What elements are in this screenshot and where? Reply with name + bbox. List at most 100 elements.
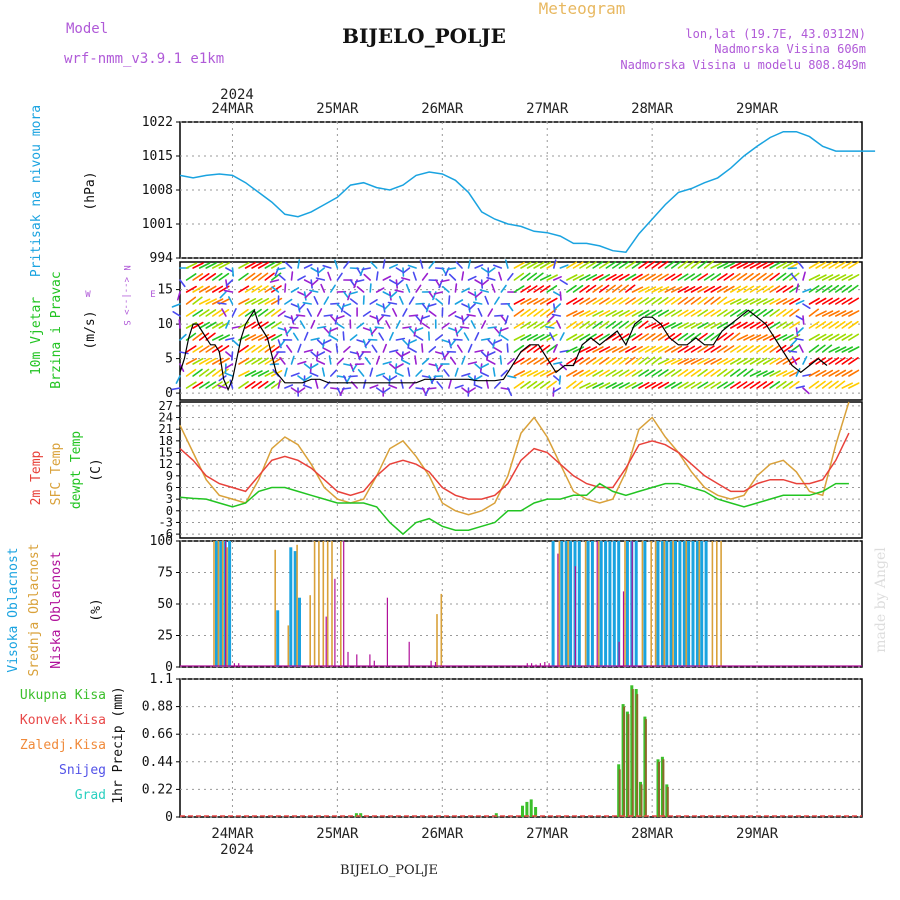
wind-arrow-540 bbox=[498, 271, 503, 281]
precip-ylabel: 1hr Precip (mm) bbox=[111, 686, 126, 803]
wind-arrow-893 bbox=[710, 285, 722, 293]
wind-arrow-118 bbox=[244, 357, 256, 365]
wind-arrow-38 bbox=[198, 321, 210, 329]
wind-arrow-383 bbox=[394, 371, 404, 377]
wind-arrow-792 bbox=[651, 260, 663, 269]
wind-arrow-848 bbox=[684, 273, 696, 281]
ytick-label-1-0: 0 bbox=[165, 386, 173, 401]
wind-arrow-296 bbox=[341, 387, 352, 390]
wind-legend-arrow: <--|--> bbox=[121, 277, 131, 316]
series-pressure-line bbox=[179, 130, 876, 253]
wind-arrow-265 bbox=[336, 272, 343, 281]
wind-arrow-378 bbox=[402, 308, 408, 317]
wind-arrow-969 bbox=[756, 272, 767, 281]
wind-arrow-966 bbox=[749, 370, 762, 377]
wind-arrow-1009 bbox=[775, 357, 788, 365]
wind-arrow-811 bbox=[657, 358, 670, 365]
cloud-bar-high_cloud-15 bbox=[590, 541, 594, 667]
wind-arrow-149 bbox=[264, 333, 276, 341]
wind-arrow-946 bbox=[743, 262, 755, 269]
wind-arrow-914 bbox=[723, 272, 735, 281]
wind-arrow-516 bbox=[473, 384, 483, 389]
wind-arrow-408 bbox=[421, 272, 429, 281]
wind-arrow-606 bbox=[539, 274, 552, 281]
wind-arrow-947 bbox=[743, 272, 754, 281]
wind-arrow-709 bbox=[598, 320, 610, 329]
wind-arrow-354 bbox=[388, 291, 392, 301]
cloud-bar-high_cloud-25 bbox=[656, 541, 660, 667]
wind-arrow-799 bbox=[651, 345, 663, 353]
wind-arrow-270 bbox=[329, 335, 339, 341]
wind-arrow-272 bbox=[336, 357, 344, 365]
x-tick-label-bottom-1: 25MAR bbox=[316, 826, 359, 842]
wind-arrow-601 bbox=[533, 344, 544, 353]
wind-arrow-810 bbox=[657, 345, 670, 353]
precip-bar-precip_total-0 bbox=[354, 813, 358, 817]
wind-arrow-1084 bbox=[821, 333, 834, 341]
wind-arrow-1019 bbox=[782, 344, 794, 353]
watermark: made by Angel bbox=[873, 547, 889, 653]
wind-arrow-365 bbox=[389, 291, 398, 299]
wind-arrow-533 bbox=[493, 327, 501, 335]
wind-arrow-402 bbox=[407, 339, 417, 345]
wind-arrow-867 bbox=[690, 368, 702, 377]
x-tick-label-bottom-5: 29MAR bbox=[736, 826, 779, 842]
wind-arrow-1126 bbox=[848, 310, 860, 317]
wind-arrow-43 bbox=[198, 381, 210, 389]
wind-arrow-328 bbox=[369, 367, 374, 377]
wind-arrow-1073 bbox=[815, 333, 827, 341]
wind-arrow-657 bbox=[566, 357, 577, 365]
precip-legend-frozen: Zaledj.Kisa bbox=[20, 738, 106, 753]
wind-arrow-756 bbox=[625, 356, 636, 365]
wind-arrow-835 bbox=[670, 381, 683, 389]
wind-arrow-722 bbox=[605, 346, 617, 353]
wind-arrow-1069 bbox=[815, 284, 827, 293]
ytick-label-4-0: 0 bbox=[165, 810, 173, 825]
wind-arrow-1104 bbox=[834, 310, 847, 317]
cloud-bar-low_cloud-18 bbox=[544, 662, 546, 667]
wind-arrow-509 bbox=[472, 301, 483, 305]
ytick-label-0-0: 994 bbox=[150, 251, 174, 266]
wind-arrow-987 bbox=[762, 357, 774, 365]
wind-arrow-128 bbox=[251, 344, 262, 353]
wind-arrow-458 bbox=[443, 351, 450, 360]
wind-arrow-541 bbox=[500, 284, 507, 293]
wind-arrow-1041 bbox=[787, 350, 798, 353]
wind-arrow-859 bbox=[690, 273, 702, 281]
wind-arrow-871 bbox=[697, 285, 709, 293]
wind-arrow-185 bbox=[284, 367, 288, 377]
wind-arrow-580 bbox=[520, 357, 532, 365]
ytick-label-4-4: 0.88 bbox=[142, 700, 173, 715]
wind-arrow-901 bbox=[710, 381, 722, 389]
wind-arrow-925 bbox=[729, 272, 741, 281]
wind-arrow-590 bbox=[526, 344, 538, 353]
wind-arrow-1038 bbox=[795, 315, 805, 321]
cloud-bar-mid_cloud-0 bbox=[213, 541, 215, 667]
wind-arrow-851 bbox=[684, 309, 696, 317]
wind-arrow-954 bbox=[743, 357, 755, 365]
cloud-bar-low_cloud-24 bbox=[622, 591, 625, 667]
wind-arrow-123 bbox=[251, 285, 263, 293]
wind-arrow-46 bbox=[205, 285, 217, 293]
wind-arrow-548 bbox=[500, 369, 508, 377]
cloud-bar-low_cloud-21 bbox=[574, 566, 576, 667]
wind-arrow-858 bbox=[690, 260, 702, 269]
wind-arrow-983 bbox=[762, 308, 774, 317]
wind-arrow-1083 bbox=[821, 321, 833, 329]
wind-arrow-728 bbox=[611, 284, 623, 293]
wind-arrow-936 bbox=[736, 272, 748, 281]
wind-arrow-446 bbox=[441, 339, 451, 344]
ytick-label-2-11: 27 bbox=[159, 399, 173, 413]
wind-arrow-490 bbox=[463, 332, 470, 341]
wind-arrow-779 bbox=[638, 369, 650, 377]
wind-arrow-98 bbox=[229, 379, 234, 389]
wind-arrow-243 bbox=[315, 277, 326, 281]
cloud-bar-high_cloud-34 bbox=[695, 541, 699, 667]
wind-arrow-661 bbox=[572, 274, 585, 281]
wind-arrow-679 bbox=[579, 356, 590, 365]
wind-arrow-888 bbox=[703, 357, 716, 365]
wind-arrow-342 bbox=[382, 275, 392, 281]
wind-arrow-993 bbox=[769, 297, 781, 305]
cloud-bar-low_cloud-3 bbox=[325, 616, 327, 667]
wind-arrow-86 bbox=[218, 375, 227, 382]
